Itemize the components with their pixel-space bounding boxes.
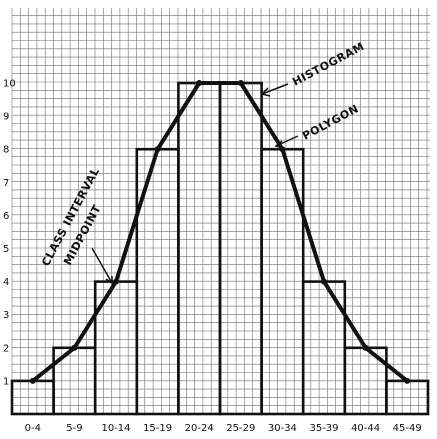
y-tick-label: 5: [3, 244, 9, 255]
x-tick-label: 35-39: [309, 423, 338, 434]
polygon-point: [29, 377, 36, 384]
polygon-point: [404, 377, 411, 384]
polygon-point: [113, 278, 119, 285]
y-tick-label: 2: [3, 343, 9, 354]
polygon-point: [196, 80, 203, 86]
x-tick-label: 0-4: [25, 423, 41, 434]
x-tick-label: 30-34: [268, 423, 297, 434]
y-tick-label: 8: [3, 145, 9, 156]
polygon-point: [71, 344, 78, 351]
polygon-point: [362, 344, 369, 351]
frequency-polygon-line: [30, 81, 410, 383]
x-tick-label: 10-14: [101, 423, 130, 434]
midpoint-arrowhead: [105, 276, 113, 285]
polygon-point: [321, 278, 327, 285]
x-tick-label: 20-24: [185, 423, 214, 434]
y-tick-label: 6: [3, 211, 9, 222]
polygon-annotation: POLYGON: [300, 102, 361, 142]
y-tick-label: 4: [3, 277, 9, 288]
polygon-point: [154, 146, 161, 153]
y-tick-label: 3: [3, 310, 9, 321]
x-tick-label: 40-44: [351, 423, 380, 434]
x-tick-label: 25-29: [226, 423, 255, 434]
y-tick-label: 10: [3, 79, 16, 90]
y-tick-label: 1: [3, 376, 9, 387]
histogram-arrow: [261, 83, 289, 95]
y-tick-label: 9: [3, 112, 9, 123]
x-tick-label: 15-19: [143, 423, 172, 434]
polygon-points: [29, 80, 411, 384]
polygon-arrowhead: [274, 140, 285, 149]
histogram-annotation: HISTOGRAM: [290, 40, 366, 89]
x-tick-label: 5-9: [66, 423, 82, 434]
y-tick-label: 7: [3, 178, 9, 189]
polygon-arrow: [275, 135, 299, 147]
x-tick-labels: 0-4 5-9 10-14 15-19 20-24 25-29 30-34 35-39 40-4…: [25, 423, 422, 434]
midpoint-arrow: [91, 247, 113, 284]
histogram-arrowhead: [260, 87, 271, 97]
x-tick-label: 45-49: [393, 423, 422, 434]
polygon-point: [237, 80, 244, 86]
y-tick-labels: 1 2 3 4 5 6 7 8 9 10: [3, 79, 16, 388]
